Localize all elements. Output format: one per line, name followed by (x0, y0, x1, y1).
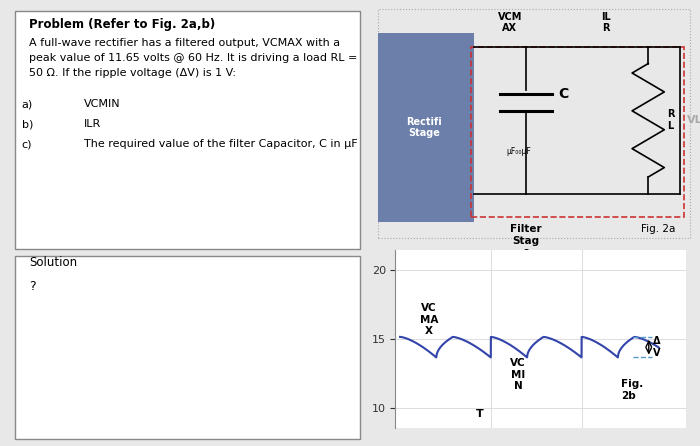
Text: μF₀₀μF: μF₀₀μF (507, 147, 531, 156)
Text: VL: VL (687, 115, 700, 125)
Text: T: T (476, 409, 484, 418)
Text: The required value of the filter Capacitor, C in μF: The required value of the filter Capacit… (84, 139, 358, 149)
Text: a): a) (22, 99, 33, 109)
Text: VC
MI
N: VC MI N (510, 358, 526, 392)
FancyBboxPatch shape (15, 11, 360, 249)
Text: C: C (558, 87, 568, 101)
Text: VC
MA
X: VC MA X (420, 303, 438, 336)
Text: ILR: ILR (84, 119, 102, 129)
Text: Δ
V: Δ V (653, 336, 661, 358)
Text: peak value of 11.65 volts @ 60 Hz. It is driving a load RL =: peak value of 11.65 volts @ 60 Hz. It is… (29, 53, 358, 63)
Text: Fig. 2a: Fig. 2a (640, 224, 675, 234)
Text: b): b) (22, 119, 34, 129)
Text: A full-wave rectifier has a filtered output, VCMAX with a: A full-wave rectifier has a filtered out… (29, 37, 340, 48)
Text: Problem (Refer to Fig. 2a,b): Problem (Refer to Fig. 2a,b) (29, 18, 216, 31)
Text: c): c) (22, 139, 32, 149)
Text: VCM
AX: VCM AX (498, 12, 522, 33)
FancyBboxPatch shape (378, 33, 475, 222)
Text: 50 Ω. If the ripple voltage (ΔV) is 1 V:: 50 Ω. If the ripple voltage (ΔV) is 1 V: (29, 69, 236, 78)
Text: VCMIN: VCMIN (84, 99, 121, 109)
Text: R
L: R L (668, 109, 675, 131)
Text: Rectifi
Stage: Rectifi Stage (407, 116, 442, 138)
Text: Fig.
2b: Fig. 2b (621, 379, 643, 401)
Text: Solution: Solution (29, 256, 77, 269)
Text: IL
R: IL R (601, 12, 611, 33)
Text: ?: ? (29, 281, 36, 293)
Text: Filter
Stag
e: Filter Stag e (510, 224, 542, 257)
FancyBboxPatch shape (15, 256, 360, 439)
